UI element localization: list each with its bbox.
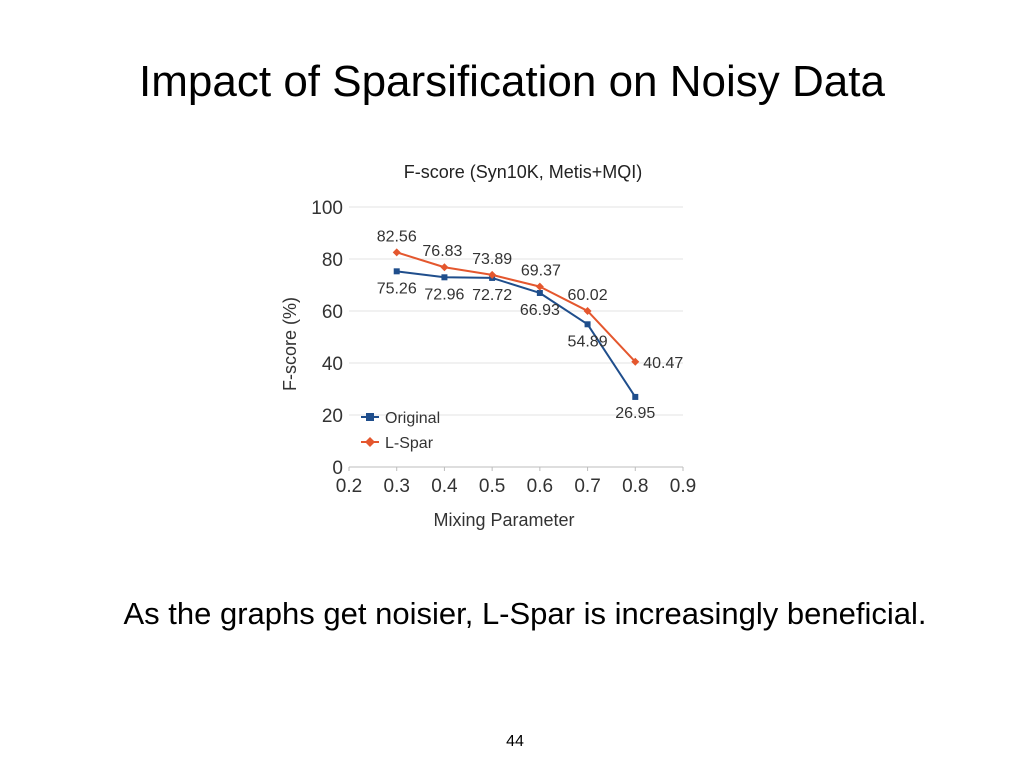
data-label-original: 54.89 xyxy=(568,333,608,350)
x-tick-label-0.8: 0.8 xyxy=(622,476,648,497)
slide-caption: As the graphs get noisier, L-Spar is inc… xyxy=(123,596,927,631)
data-label-original: 72.96 xyxy=(424,286,464,303)
x-tick-label-0.7: 0.7 xyxy=(574,476,600,497)
legend-marker-l-spar xyxy=(365,437,375,447)
data-point-l-spar xyxy=(392,248,401,257)
fscore-line-chart: F-score (Syn10K, Metis+MQI) 0 20 40 60 80 100… xyxy=(280,162,696,530)
data-point-original xyxy=(632,393,639,400)
series-line-l-spar xyxy=(396,251,637,363)
chart-series xyxy=(392,248,640,400)
data-point-l-spar xyxy=(631,357,640,366)
legend-label-original: Original xyxy=(385,410,440,427)
data-point-original xyxy=(536,289,543,296)
x-axis-ticks: 0.2 0.3 0.4 0.5 0.6 0.7 0.8 0.9 xyxy=(336,467,696,497)
legend-marker-original xyxy=(366,413,374,421)
data-label-original: 26.95 xyxy=(615,405,655,422)
chart-legend: Original L-Spar xyxy=(361,410,440,452)
chart-title: F-score (Syn10K, Metis+MQI) xyxy=(404,162,643,182)
y-tick-label-100: 100 xyxy=(311,198,343,219)
x-axis-label: Mixing Parameter xyxy=(433,510,574,530)
y-axis-label: F-score (%) xyxy=(280,297,300,391)
data-label-l-spar: 69.37 xyxy=(521,263,561,280)
data-label-original: 72.72 xyxy=(472,287,512,304)
y-axis-ticks: 0 20 40 60 80 100 xyxy=(311,198,343,479)
data-label-l-spar: 40.47 xyxy=(643,355,683,372)
page-number: 44 xyxy=(506,733,524,750)
slide-title: Impact of Sparsification on Noisy Data xyxy=(139,57,885,106)
data-point-original xyxy=(584,321,591,328)
x-tick-label-0.2: 0.2 xyxy=(336,476,362,497)
data-point-l-spar xyxy=(440,263,449,272)
x-tick-label-0.5: 0.5 xyxy=(479,476,505,497)
data-label-l-spar: 76.83 xyxy=(422,243,462,260)
data-point-original xyxy=(393,268,400,275)
data-point-l-spar xyxy=(535,282,544,291)
data-point-l-spar xyxy=(488,270,497,279)
y-tick-label-0: 0 xyxy=(332,458,343,479)
x-tick-label-0.4: 0.4 xyxy=(431,476,458,497)
chart-gridlines xyxy=(349,206,683,468)
series-line-original xyxy=(396,270,637,398)
x-tick-label-0.9: 0.9 xyxy=(670,476,696,497)
data-label-original: 66.93 xyxy=(520,302,560,319)
x-tick-label-0.3: 0.3 xyxy=(384,476,410,497)
y-tick-label-60: 60 xyxy=(322,302,343,323)
data-point-l-spar xyxy=(583,306,592,315)
data-point-original xyxy=(441,274,448,281)
data-label-l-spar: 73.89 xyxy=(472,251,512,268)
y-tick-label-20: 20 xyxy=(322,406,343,427)
data-label-original: 75.26 xyxy=(377,280,417,297)
y-tick-label-80: 80 xyxy=(322,250,343,271)
x-tick-label-0.6: 0.6 xyxy=(527,476,553,497)
legend-label-l-spar: L-Spar xyxy=(385,435,434,452)
data-label-l-spar: 82.56 xyxy=(377,228,417,245)
chart-data-labels: 75.26 72.96 72.72 66.93 54.89 26.95 82.56 76.83… xyxy=(377,228,684,422)
y-tick-label-40: 40 xyxy=(322,354,343,375)
data-label-l-spar: 60.02 xyxy=(568,287,608,304)
